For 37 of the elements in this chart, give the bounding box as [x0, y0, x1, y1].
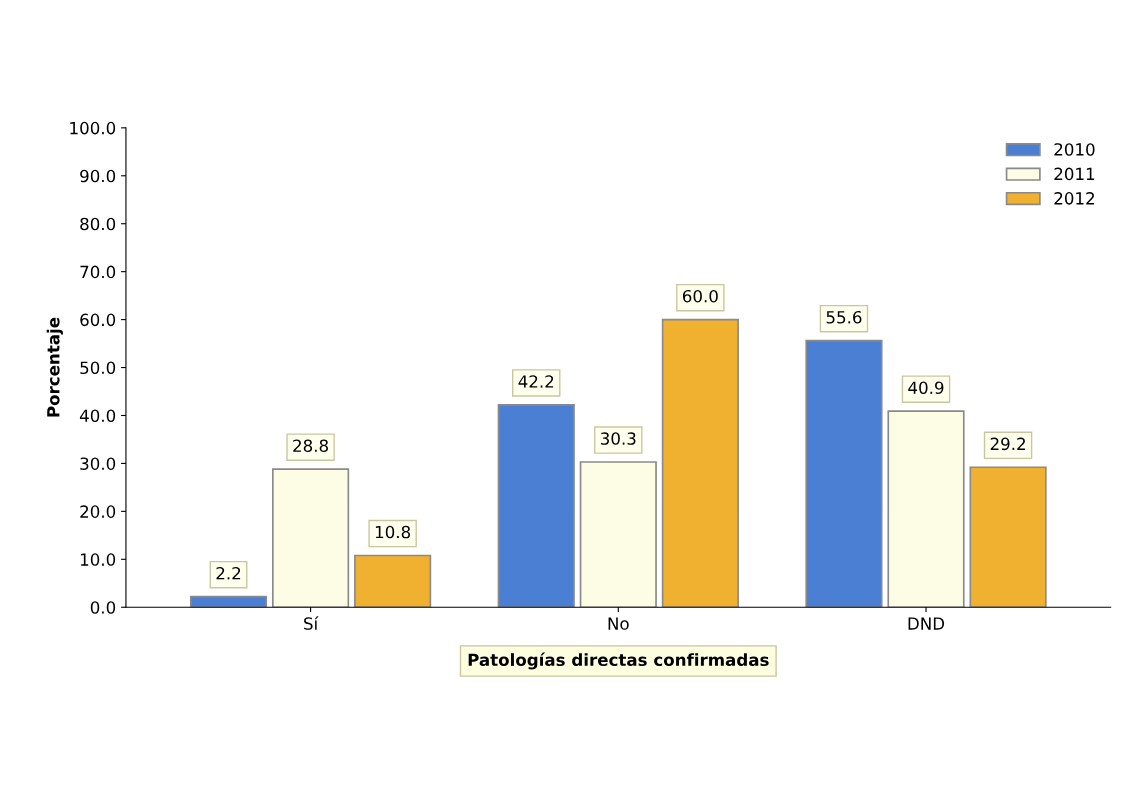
bar [189, 595, 268, 608]
y-tick-label: 60.0 [80, 313, 116, 327]
bar [271, 468, 350, 608]
x-axis-title: Patologías directas confirmadas [468, 652, 769, 670]
data-label: 28.8 [293, 439, 328, 453]
data-label: 30.3 [601, 432, 636, 445]
y-tick-label: 10.0 [80, 553, 116, 566]
legend-label: 2011 [1054, 167, 1095, 181]
y-tick-label: 80.0 [80, 217, 116, 231]
bar [661, 318, 739, 608]
bar [497, 404, 575, 608]
data-label: 10.8 [375, 525, 411, 539]
legend-label: 2010 [1054, 143, 1095, 156]
y-tick-label: 20.0 [80, 505, 116, 518]
data-label: 29.2 [990, 437, 1025, 451]
y-tick-label: 70.0 [80, 265, 116, 279]
bar [354, 554, 432, 608]
y-tick-label: 100.0 [70, 121, 116, 135]
bar [805, 339, 883, 608]
x-tick-label: No [608, 617, 629, 630]
data-label: 2.2 [216, 566, 241, 580]
data-label: 40.9 [908, 381, 944, 395]
y-axis-title: Porcentaje [46, 317, 63, 417]
y-tick-label: 50.0 [80, 361, 116, 375]
x-tick-label: DND [908, 617, 945, 630]
bar [887, 410, 965, 608]
y-tick-label: 30.0 [80, 457, 116, 470]
data-label: 55.6 [826, 310, 862, 324]
y-tick-label: 40.0 [79, 409, 116, 423]
bar [969, 466, 1047, 608]
data-label: 42.2 [518, 375, 554, 388]
legend-label: 2012 [1054, 192, 1094, 205]
bar [579, 461, 657, 608]
y-tick-label: 90.0 [80, 169, 116, 183]
x-tick-label: Sí [304, 616, 319, 630]
data-label: 60.0 [682, 289, 718, 303]
y-tick-label: 0.0 [90, 601, 116, 614]
